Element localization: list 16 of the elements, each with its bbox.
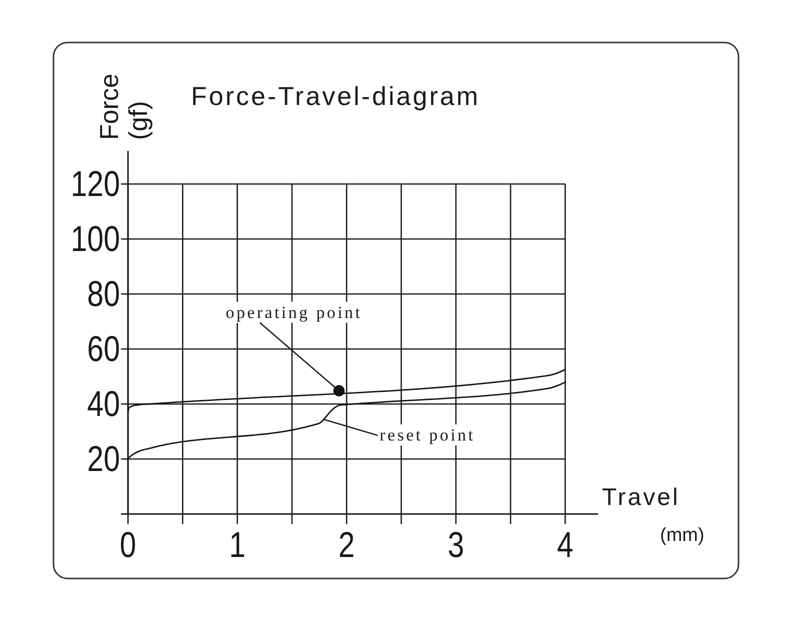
x-tick-label: 4 — [557, 524, 574, 565]
y-tick-label: 40 — [87, 383, 120, 424]
y-tick-label: 60 — [87, 328, 120, 369]
x-tick-label: 3 — [448, 524, 464, 565]
annotation: reset point — [380, 425, 476, 444]
chart-title: Force-Travel-diagram — [191, 81, 480, 111]
y-tick-label: 20 — [87, 438, 120, 479]
y-tick-label: 80 — [87, 273, 120, 314]
annotation: operating point — [226, 302, 362, 322]
x-tick-label: 1 — [229, 524, 246, 565]
x-tick-label: 0 — [120, 524, 136, 565]
y-tick-label: 120 — [70, 163, 120, 204]
y-tick-label: 100 — [70, 218, 120, 259]
x-axis-title: Travel (mm) — [602, 484, 704, 546]
x-tick-label: 2 — [338, 524, 355, 565]
y-axis-title: Force (gf) — [94, 74, 153, 140]
